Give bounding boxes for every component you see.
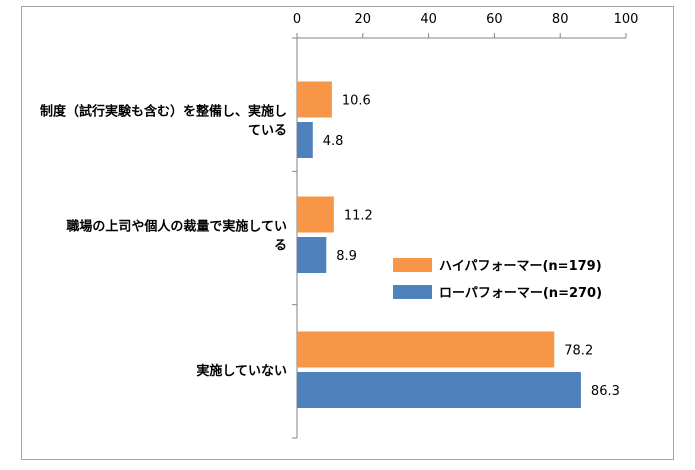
- data-label: 78.2: [564, 344, 593, 359]
- x-tick-label: 60: [486, 12, 503, 27]
- legend-label: ローパフォーマー(n=270): [439, 286, 602, 301]
- category-label: る: [274, 239, 287, 254]
- data-label: 10.6: [342, 94, 371, 109]
- labels-layer: 制度（試行実験も含む）を整備し、実施している職場の上司や個人の裁量で実施している…: [40, 94, 620, 400]
- legend-swatch: [393, 258, 432, 272]
- x-tick-label: 0: [293, 12, 301, 27]
- bar: [297, 196, 334, 233]
- category-label: 職場の上司や個人の裁量で実施してい: [66, 219, 287, 235]
- legend-label: ハイパフォーマー(n=179): [439, 259, 602, 274]
- x-tick-label: 20: [355, 12, 372, 27]
- bar: [297, 372, 581, 408]
- category-label: 実施していない: [196, 363, 287, 379]
- bar: [297, 331, 555, 368]
- x-tick-label: 40: [420, 12, 437, 27]
- data-label: 86.3: [591, 384, 620, 399]
- x-tick-label: 100: [614, 12, 639, 27]
- x-tick-label: 80: [552, 12, 569, 27]
- bar: [297, 122, 313, 158]
- data-label: 8.9: [336, 249, 357, 264]
- data-label: 4.8: [323, 134, 344, 149]
- category-label: ている: [248, 124, 287, 139]
- data-label: 11.2: [344, 209, 373, 224]
- bar: [297, 81, 332, 118]
- bar: [297, 237, 327, 273]
- legend: ハイパフォーマー(n=179) ローパフォーマー(n=270): [393, 258, 602, 301]
- bars-layer: [297, 81, 581, 408]
- category-label: 制度（試行実験も含む）を整備し、実施し: [40, 104, 287, 120]
- legend-swatch: [393, 285, 432, 299]
